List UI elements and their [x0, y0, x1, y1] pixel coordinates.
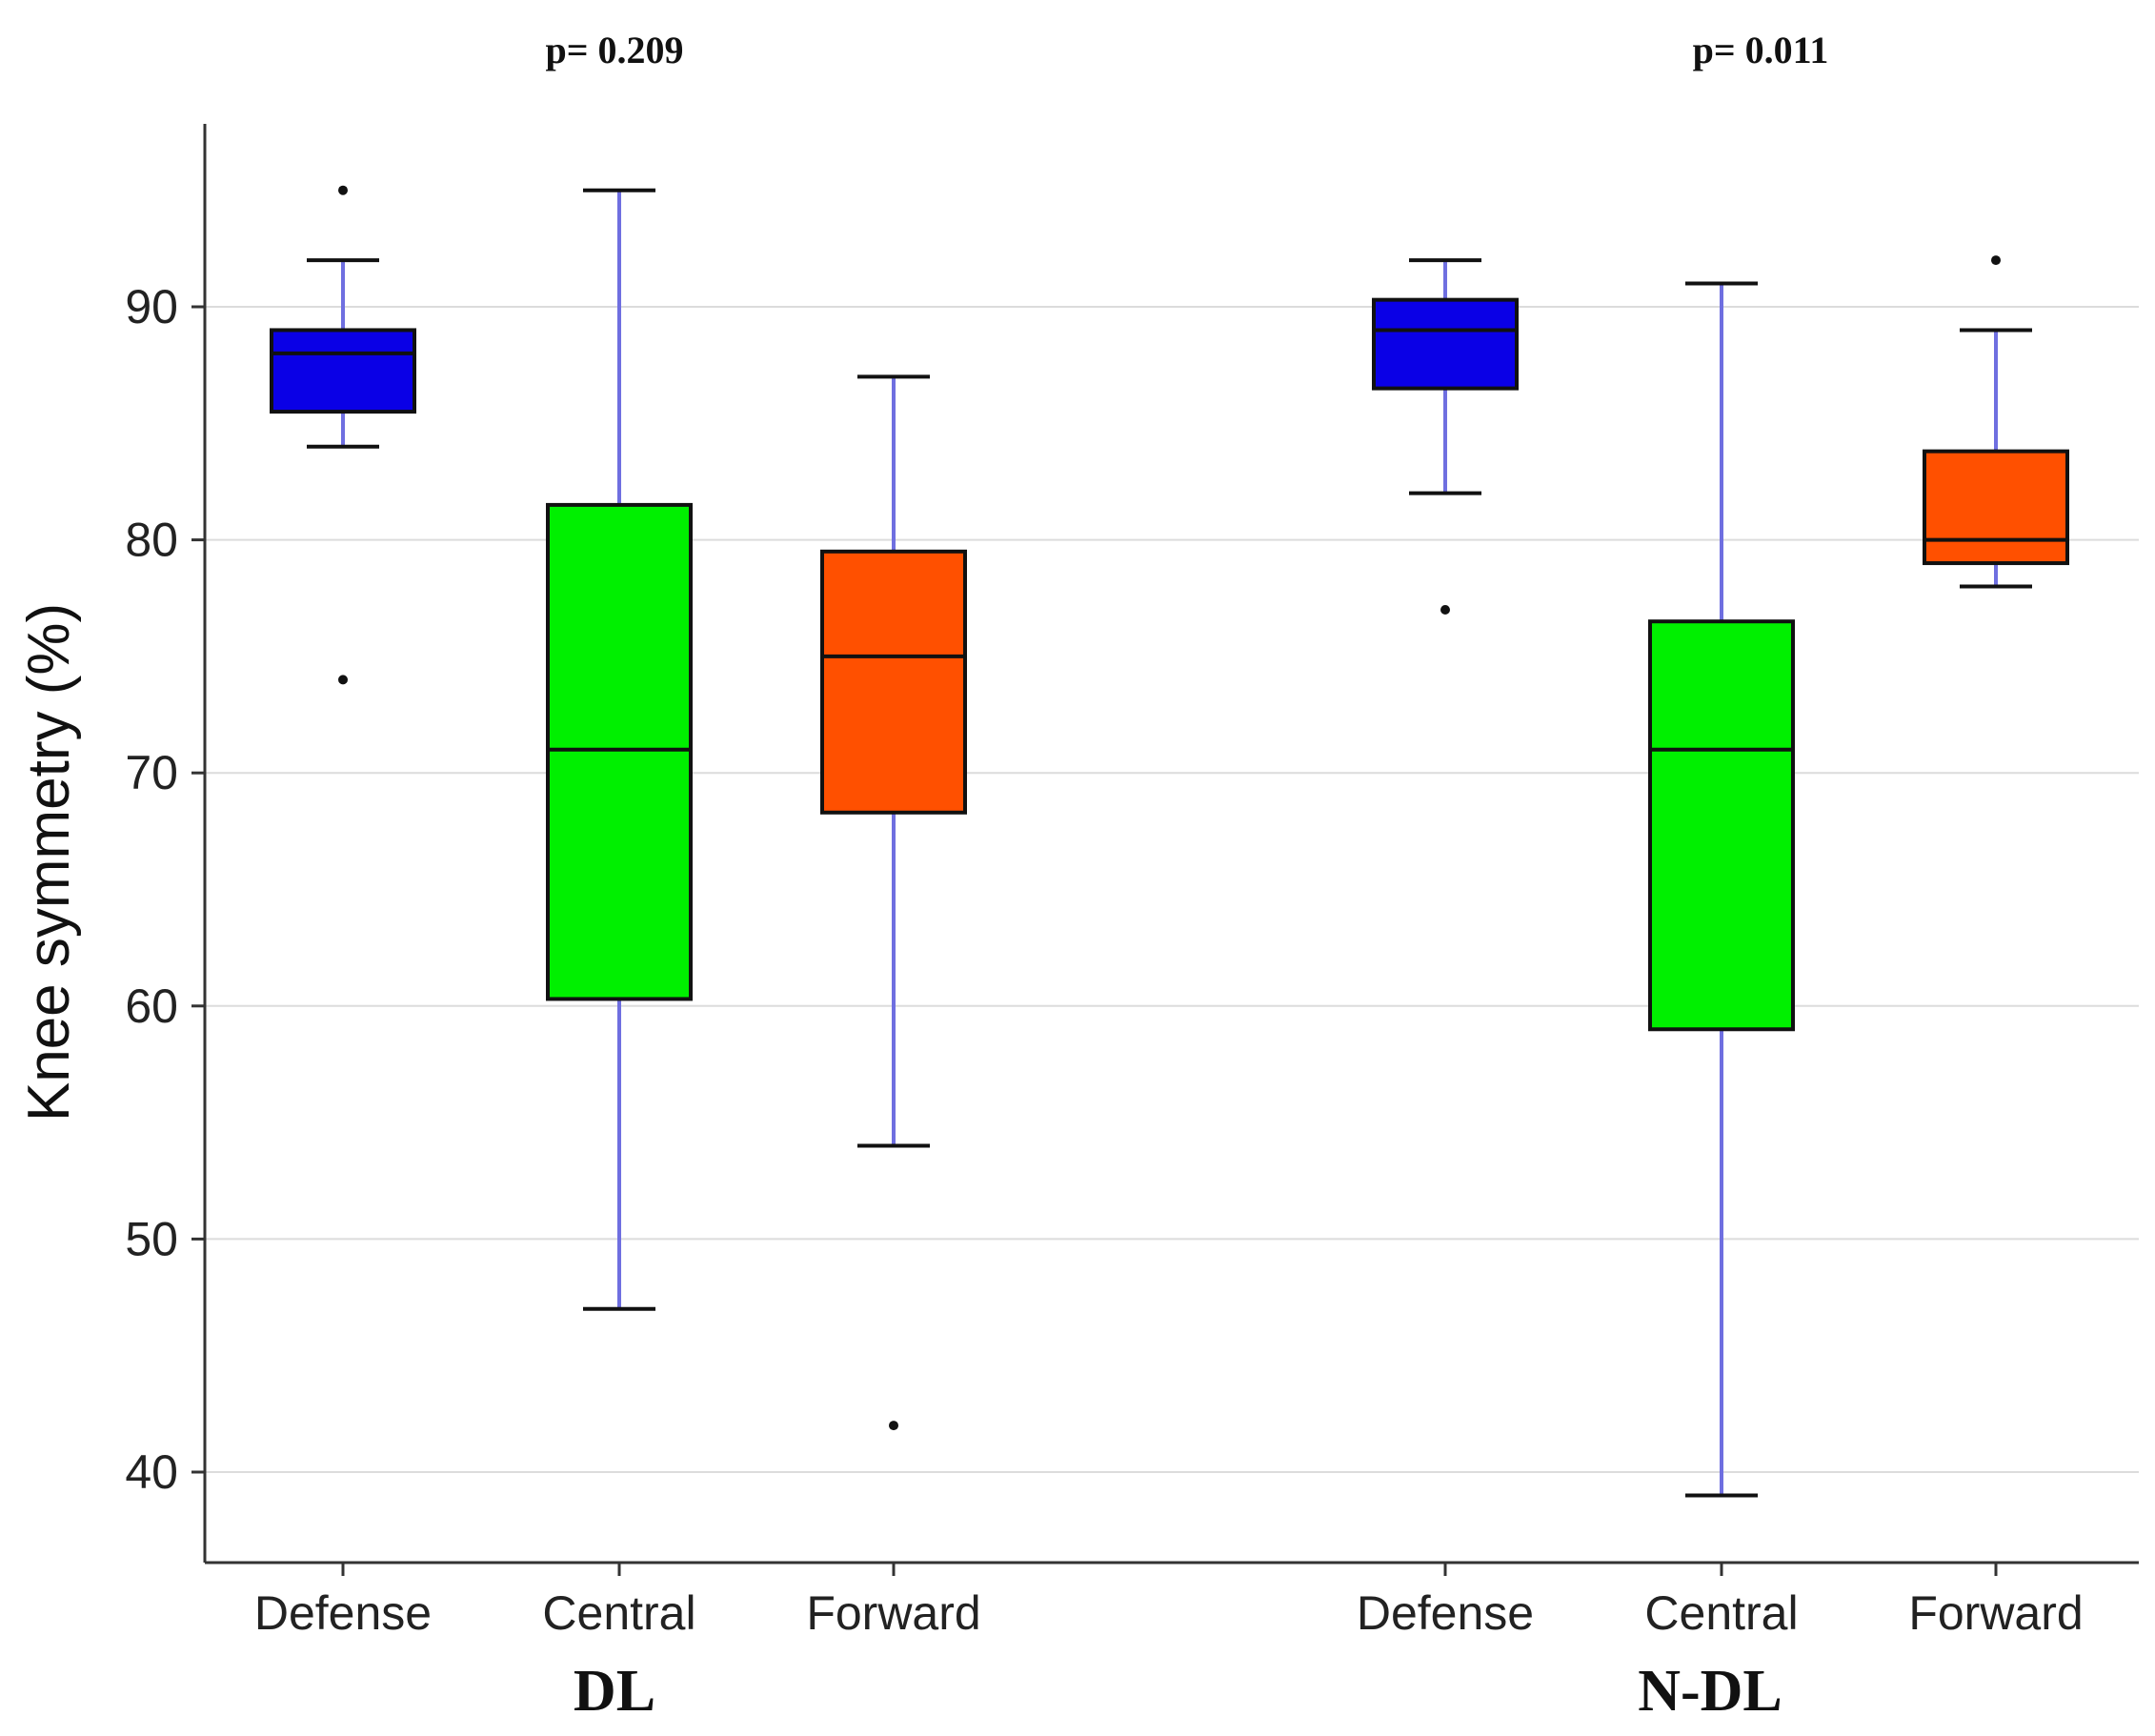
outlier-points: [338, 185, 2001, 1431]
y-tick-label-70: 70: [125, 746, 178, 799]
outlier-dl-defense-0: [338, 185, 348, 195]
outlier-dl-forward-0: [889, 1421, 898, 1431]
outlier-n-dl-forward-0: [1991, 255, 2001, 266]
x-tick-label-dl-forward: Forward: [806, 1586, 980, 1640]
box-n-dl-central: [1648, 619, 1795, 1032]
group-label-n-dl: N-DL: [1638, 1659, 1782, 1724]
x-tick-label-n-dl-defense: Defense: [1357, 1586, 1534, 1640]
p-value-dl: p= 0.209: [545, 29, 683, 71]
axes: [203, 124, 2139, 1564]
y-tick-label-40: 40: [125, 1445, 178, 1499]
outlier-n-dl-defense-0: [1440, 604, 1450, 615]
p-value-n-dl: p= 0.011: [1693, 29, 1829, 71]
y-axis-title: Knee symmetry (%): [16, 603, 82, 1121]
tick-labels: 40 50 60 70 80 90 Defense Central Forward Defense…: [125, 280, 2083, 1640]
gridlines: [205, 306, 2139, 1473]
box-dl-central: [546, 502, 693, 1001]
outlier-dl-defense-1: [338, 675, 348, 685]
x-tick-label-dl-defense: Defense: [254, 1586, 432, 1640]
x-tick-label-n-dl-forward: Forward: [1908, 1586, 2083, 1640]
y-tick-label-50: 50: [125, 1212, 178, 1265]
group-label-dl: DL: [574, 1659, 655, 1724]
box-dl-defense: [270, 328, 416, 414]
box-n-dl-forward: [1923, 449, 2069, 566]
y-tick-label-60: 60: [125, 979, 178, 1033]
box-dl-forward: [820, 549, 967, 815]
boxes: [270, 297, 2069, 1032]
x-tick-label-dl-central: Central: [542, 1586, 695, 1640]
box-n-dl-defense: [1372, 297, 1519, 391]
y-tick-label-80: 80: [125, 514, 178, 567]
y-tick-label-90: 90: [125, 280, 178, 333]
group-labels: DL p= 0.209 N-DL p= 0.011: [545, 29, 1828, 1724]
x-tick-label-n-dl-central: Central: [1644, 1586, 1798, 1640]
